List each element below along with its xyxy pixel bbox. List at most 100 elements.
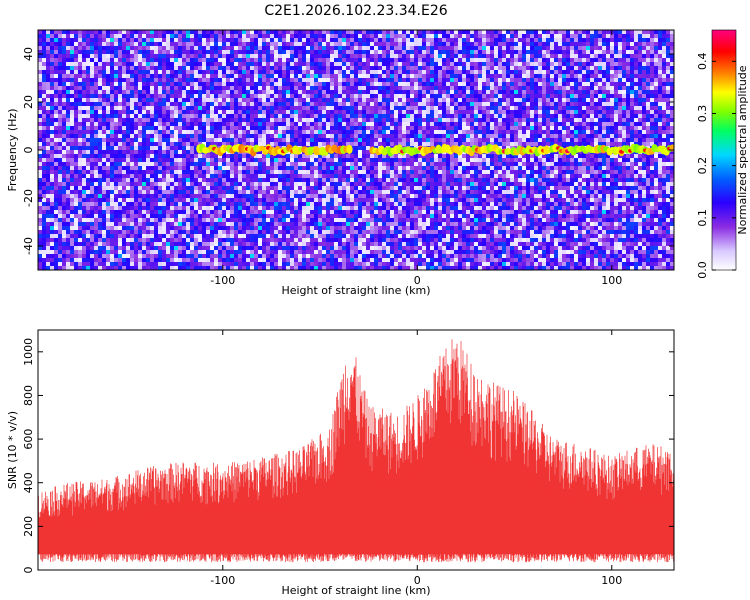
spectrogram-cell — [110, 66, 114, 70]
spectrogram-cell — [86, 86, 90, 90]
spectrogram-cell — [506, 82, 510, 86]
spectrogram-cell — [258, 74, 262, 78]
spectrogram-cell — [562, 58, 566, 62]
spectrogram-cell — [318, 110, 322, 114]
spectrogram-cell — [202, 30, 206, 34]
spectrogram-cell — [98, 42, 102, 46]
spectrogram-cell — [466, 62, 470, 66]
spectrogram-cell — [546, 122, 550, 126]
spectrogram-cell — [322, 78, 326, 82]
spectrogram-cell — [178, 114, 182, 118]
spectrogram-cell — [410, 74, 414, 78]
spectrogram-cell — [506, 106, 510, 110]
spectrogram-cell — [454, 82, 458, 86]
spectrogram-cell — [662, 70, 666, 74]
spectrogram-cell — [194, 90, 198, 94]
spectrogram-cell — [230, 54, 234, 58]
spectrogram-cell — [262, 62, 266, 66]
spectrogram-cell — [490, 54, 494, 58]
spectrogram-cell — [82, 50, 86, 54]
spectrogram-cell — [522, 106, 526, 110]
spectrogram-cell — [486, 34, 490, 38]
spectrogram-cell — [230, 50, 234, 54]
spectrogram-cell — [570, 34, 574, 38]
spectrogram-cell — [186, 90, 190, 94]
spectrogram-cell — [178, 42, 182, 46]
spectrogram-cell — [582, 62, 586, 66]
spectrogram-cell — [122, 70, 126, 74]
spectrogram-cell — [86, 130, 90, 134]
spectrogram-cell — [342, 86, 346, 90]
spectrogram-cell — [150, 74, 154, 78]
spectrogram-cell — [342, 42, 346, 46]
spectrogram-cell — [310, 82, 314, 86]
spectrogram-cell — [350, 94, 354, 98]
spectrogram-cell — [282, 154, 286, 158]
spectrogram-cell — [654, 54, 658, 58]
spectrogram-cell — [330, 46, 334, 50]
spectrogram-cell — [390, 34, 394, 38]
spectrogram-cell — [274, 42, 278, 46]
spectrogram-cell — [146, 54, 150, 58]
spectrogram-cell — [666, 34, 670, 38]
spectrogram-cell — [98, 134, 102, 138]
spectrogram-cell — [626, 86, 630, 90]
spectrogram-cell — [366, 54, 370, 58]
spectrogram-cell — [186, 110, 190, 114]
spectrogram-cell — [654, 114, 658, 118]
spectrogram-cell — [522, 110, 526, 114]
spectrogram-cell — [566, 46, 570, 50]
spectrogram-cell — [246, 98, 250, 102]
spectrogram-cell — [570, 38, 574, 42]
spectrogram-cell — [538, 74, 542, 78]
spectrogram-cell — [138, 34, 142, 38]
spectrogram-cell — [130, 106, 134, 110]
spectrogram-cell — [162, 110, 166, 114]
spectrogram-cell — [570, 102, 574, 106]
spectrogram-cell — [194, 38, 198, 42]
spectrogram-cell — [450, 130, 454, 134]
spectrogram-cell — [94, 70, 98, 74]
spectrogram-cell — [438, 138, 442, 142]
spectrogram-cell — [582, 50, 586, 54]
spectrogram-cell — [450, 118, 454, 122]
spectrogram-cell — [198, 114, 202, 118]
spectrogram-cell — [234, 118, 238, 122]
spectrogram-cell — [154, 70, 158, 74]
spectrogram-cell — [414, 38, 418, 42]
spectrogram-cell — [470, 130, 474, 134]
spectrogram-cell — [594, 110, 598, 114]
spectrogram-cell — [154, 90, 158, 94]
spectrogram-cell — [50, 146, 54, 150]
spectrogram-cell — [654, 74, 658, 78]
spectrogram-cell — [534, 122, 538, 126]
spectrogram-cell — [474, 110, 478, 114]
spectrogram-cell — [522, 34, 526, 38]
spectrogram-cell — [70, 134, 74, 138]
spectrogram-cell — [142, 42, 146, 46]
spectrogram-cell — [466, 74, 470, 78]
spectrogram-cell — [62, 154, 66, 158]
spectrogram-cell — [66, 102, 70, 106]
spectrogram-cell — [218, 118, 222, 122]
spectrogram-cell — [606, 94, 610, 98]
spectrogram-cell — [526, 90, 530, 94]
spectrogram-cell — [314, 30, 318, 34]
spectrogram-cell — [226, 42, 230, 46]
spectrogram-cell — [366, 122, 370, 126]
spectrogram-cell — [134, 114, 138, 118]
spectrogram-cell — [614, 82, 618, 86]
spectrogram-cell — [110, 62, 114, 66]
spectrogram-cell — [362, 38, 366, 42]
spectrogram-cell — [38, 82, 42, 86]
spectrogram-cell — [482, 66, 486, 70]
spectrogram-cell — [190, 62, 194, 66]
spectrogram-cell — [130, 30, 134, 34]
spectrogram-cell — [406, 98, 410, 102]
spectrogram-cell — [114, 46, 118, 50]
spectrogram-cell — [550, 66, 554, 70]
spectrogram-cell — [246, 62, 250, 66]
spectrogram-cell — [502, 66, 506, 70]
spectrogram-cell — [290, 154, 294, 158]
spectrogram-cell — [542, 62, 546, 66]
